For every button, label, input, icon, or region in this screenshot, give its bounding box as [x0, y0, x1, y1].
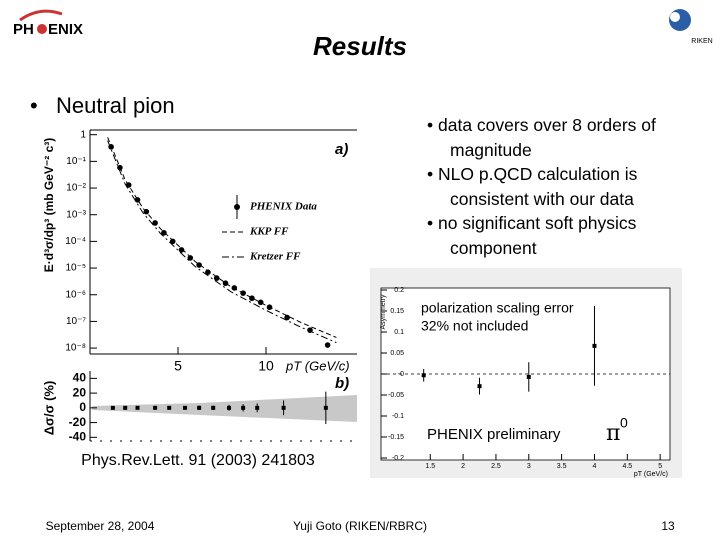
y-tick-label: 10⁻¹: [66, 156, 86, 167]
data-point: [249, 295, 255, 302]
reference: Phys.Rev.Lett. 91 (2003) 241803: [81, 452, 315, 469]
data-point: [213, 275, 220, 281]
data-point: [183, 405, 188, 410]
y-axis-label: Δσ/σ (%): [41, 381, 56, 436]
data-point: [324, 342, 331, 348]
y-tick-label: 1: [80, 129, 86, 140]
logo-left: PH: [13, 21, 34, 38]
footer-author: Yuji Goto (RIKEN/RBRC): [293, 519, 427, 533]
theory-curve: [107, 137, 337, 338]
note: data covers over 8 orders of magnitude: [410, 113, 710, 162]
data-point: [323, 405, 328, 410]
x-axis-label: pT (GeV/c): [634, 471, 668, 478]
x-tick-label: 2.5: [491, 463, 501, 470]
y-tick-label: 0.05: [390, 350, 404, 357]
data-point: [526, 374, 531, 379]
y-tick-label: 10⁻⁴: [65, 236, 86, 247]
x-tick-label: 4: [593, 463, 597, 470]
data-point: [222, 280, 229, 287]
y-tick-label: 10⁻³: [66, 209, 86, 220]
legend-label: PHENIX Data: [250, 201, 317, 213]
x-tick-label: 1.5: [425, 463, 435, 470]
y-tick-label: 10⁻²: [66, 183, 86, 194]
annotation: polarization scaling error: [421, 300, 574, 316]
data-point: [197, 405, 202, 410]
footer-page: 13: [661, 519, 675, 533]
data-point: [161, 229, 167, 236]
logo-swoosh: [19, 9, 63, 22]
annotation: 32% not included: [421, 318, 528, 334]
bullet-dot: •: [30, 93, 38, 118]
y-tick-label: 10⁻⁶: [65, 289, 86, 300]
annotation: PHENIX preliminary: [427, 426, 561, 443]
y-tick-label: 10⁻⁵: [65, 263, 86, 274]
riken-text: RIKEN: [691, 38, 712, 45]
legend-label: Kretzer FF: [249, 251, 301, 263]
data-point: [167, 405, 172, 410]
data-point: [241, 405, 246, 410]
data-point: [227, 405, 232, 410]
y-tick-label: 0: [79, 400, 86, 414]
data-point: [205, 269, 211, 275]
y-tick-label: -0.1: [392, 413, 404, 420]
data-point: [211, 405, 216, 410]
data-point: [110, 405, 115, 410]
data-point: [196, 262, 202, 268]
data-point: [123, 405, 128, 410]
data-point: [178, 247, 185, 253]
y-tick-label: 0.15: [390, 308, 404, 315]
particle-sup: 0: [620, 415, 628, 431]
x-tick-label: 5: [658, 463, 662, 470]
riken-logo-inner: [670, 12, 680, 22]
y-tick-label: -40: [69, 429, 87, 443]
y-tick-label: 0.2: [394, 287, 404, 294]
y-axis-label: E·d³σ/dp³ (mb GeV⁻² c³): [42, 138, 56, 273]
data-point: [592, 343, 597, 348]
data-point: [477, 384, 482, 389]
data-point: [281, 405, 286, 410]
note: NLO p.QCD calculation is consistent with…: [410, 162, 710, 211]
panel-label: b): [335, 375, 349, 392]
data-point: [421, 373, 426, 378]
notes: data covers over 8 orders of magnitude N…: [410, 113, 710, 260]
legend-label: KKP FF: [249, 226, 289, 238]
x-tick-label: 4.5: [622, 463, 632, 470]
y-axis-label: Asymmetry: [380, 294, 387, 330]
theory-band: [92, 395, 357, 422]
y-tick-label: 10⁻⁷: [66, 316, 86, 327]
data-point: [284, 314, 290, 321]
y-tick-label: -20: [69, 415, 87, 429]
data-point: [187, 255, 194, 261]
theory-curve: [107, 140, 337, 344]
x-tick-label: 5: [174, 358, 182, 374]
y-tick-label: 20: [73, 385, 87, 399]
y-tick-label: -0.15: [388, 434, 404, 441]
data-point: [169, 238, 176, 245]
y-tick-label: 0.1: [394, 329, 404, 336]
y-tick-label: -0.2: [392, 455, 404, 462]
slide-title: Results: [313, 31, 407, 61]
x-tick-label: 2: [461, 463, 465, 470]
logo-right: ENIX: [48, 21, 83, 38]
x-axis-label: pT (GeV/c): [285, 358, 350, 373]
footer-date: September 28, 2004: [46, 519, 155, 533]
x-tick-label: 3.5: [557, 463, 567, 470]
panel-label: a): [335, 141, 348, 158]
particle: π: [606, 421, 620, 446]
data-point: [134, 197, 141, 203]
x-tick-label: 3: [527, 463, 531, 470]
data-point: [257, 299, 264, 306]
data-point: [255, 405, 260, 410]
bullet-text: Neutral pion: [56, 93, 175, 118]
x-tick-label: 10: [258, 358, 274, 374]
logo-star: [37, 24, 47, 34]
data-point: [153, 405, 158, 410]
y-tick-label: 10⁻⁸: [65, 343, 86, 354]
note: no significant soft physics component: [410, 211, 710, 260]
y-tick-label: -0.05: [388, 392, 404, 399]
data-point: [135, 405, 140, 410]
y-tick-label: 40: [73, 371, 87, 385]
